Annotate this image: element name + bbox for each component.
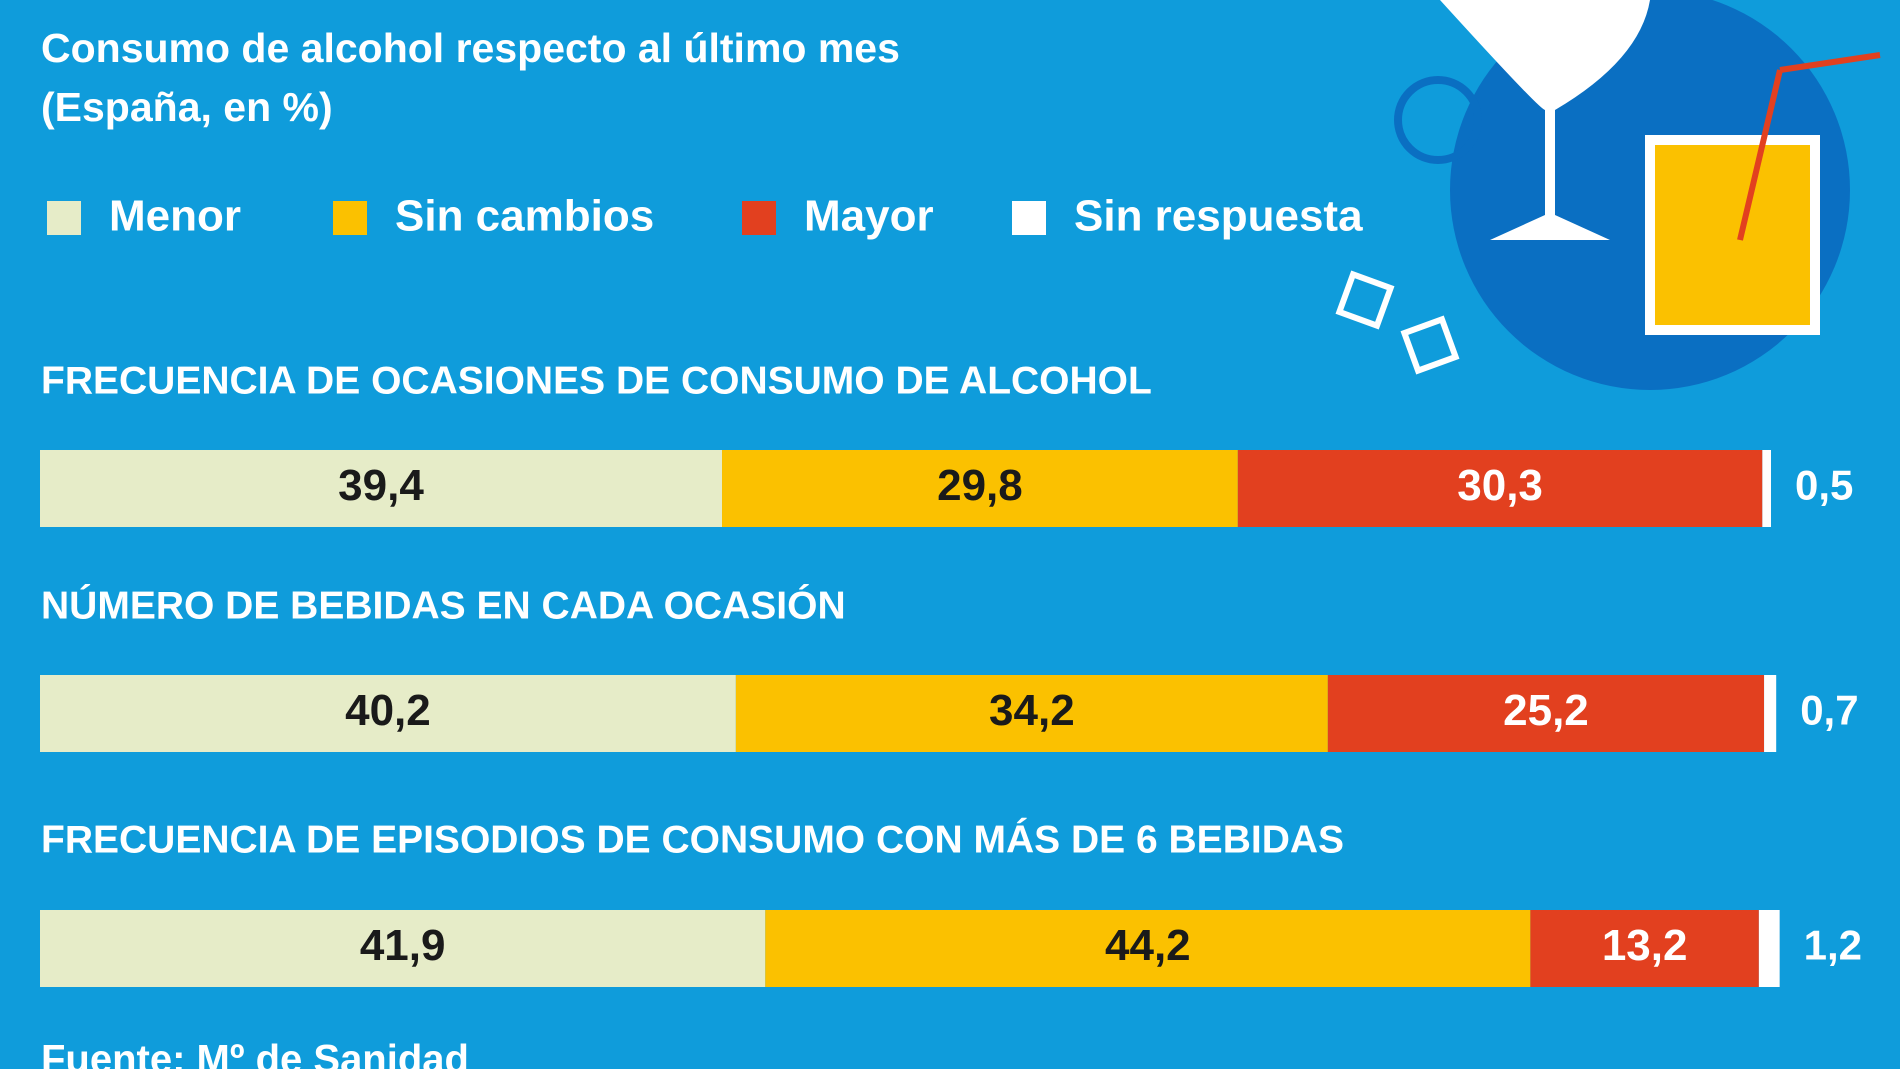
legend-swatch [1012, 201, 1046, 235]
bar-segment [735, 675, 1328, 752]
legend-swatch [47, 201, 81, 235]
bar-segment [40, 450, 723, 527]
value-label: 13,2 [1602, 921, 1688, 970]
legend-label: Menor [109, 192, 241, 241]
category-label: NÚMERO DE BEBIDAS EN CADA OCASIÓN [41, 583, 846, 627]
bar-segment [1764, 675, 1777, 752]
value-label: 39,4 [338, 461, 424, 510]
decor-straw [1737, 69, 1783, 241]
bar-segment [1758, 910, 1780, 987]
chart-subtitle: (España, en %) [41, 84, 333, 130]
decoration [1335, 0, 1881, 390]
legend-label: Mayor [804, 192, 934, 241]
bar-segment [1237, 450, 1763, 527]
bar-segment [1327, 675, 1765, 752]
decor-cup [1645, 135, 1820, 335]
value-label: 34,2 [989, 686, 1075, 735]
legend-swatch [742, 201, 776, 235]
bar-segment [765, 910, 1531, 987]
value-label: 0,5 [1795, 462, 1853, 509]
value-label: 29,8 [937, 461, 1023, 510]
decor-glass [1440, 0, 1650, 240]
legend-label: Sin cambios [395, 192, 654, 241]
bar-segment [722, 450, 1238, 527]
value-label: 0,7 [1800, 687, 1858, 734]
category-label: FRECUENCIA DE OCASIONES DE CONSUMO DE AL… [41, 359, 1152, 402]
decor-ice [1335, 270, 1395, 330]
bar-segment [1530, 910, 1759, 987]
bar-segment [1762, 450, 1771, 527]
value-label: 40,2 [345, 686, 431, 735]
bar-segment [40, 675, 736, 752]
decor-straw [1779, 52, 1881, 73]
bar-segment [40, 910, 766, 987]
chart-title: Consumo de alcohol respecto al último me… [41, 25, 900, 71]
decor-lemon [1394, 76, 1482, 164]
value-label: 25,2 [1503, 686, 1589, 735]
legend-swatch [333, 201, 367, 235]
value-label: 30,3 [1457, 461, 1543, 510]
value-label: 41,9 [360, 921, 446, 970]
value-label: 44,2 [1105, 921, 1191, 970]
legend-label: Sin respuesta [1074, 192, 1363, 241]
category-label: FRECUENCIA DE EPISODIOS DE CONSUMO CON M… [41, 817, 1344, 861]
source: Fuente: Mº de Sanidad [41, 1038, 469, 1069]
value-label: 1,2 [1804, 922, 1862, 969]
decor-ice [1400, 315, 1460, 375]
